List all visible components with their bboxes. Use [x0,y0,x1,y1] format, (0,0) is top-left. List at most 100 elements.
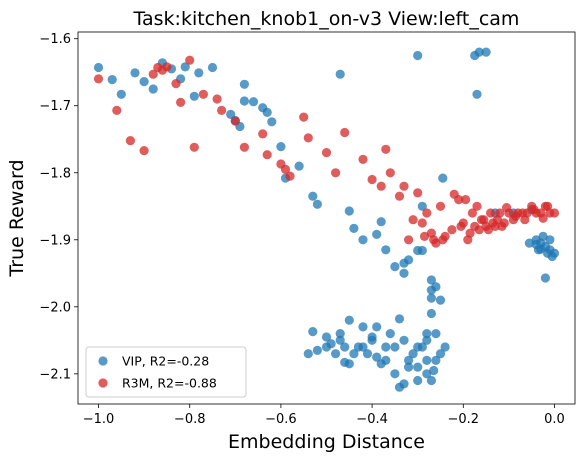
data-point [349,349,359,359]
data-point [461,195,471,205]
data-point [321,332,332,342]
data-point [372,229,382,239]
legend-label: R3M, R2=-0.88 [122,376,217,391]
x-tick-label: −0.4 [356,412,388,427]
data-point [372,322,382,332]
x-tick-label: −0.2 [447,412,479,427]
data-point [470,221,480,231]
data-point [413,50,423,61]
data-point [312,199,322,209]
data-point [426,308,436,319]
y-axis-ticks: −1.6 −1.7 −1.8 −1.9 −2.0 −2.1 [39,32,78,382]
data-point [431,282,441,292]
data-point [426,275,436,285]
data-point [331,168,341,178]
data-point [326,339,336,349]
data-point [185,55,195,65]
data-point [404,255,414,265]
data-point [543,201,553,211]
data-point [435,201,446,211]
data-point [381,355,391,365]
data-point [299,112,309,122]
data-point [413,362,423,372]
data-point [267,117,277,127]
data-point [472,89,482,99]
data-point [483,225,493,235]
data-point [340,342,350,352]
data-point [367,174,377,185]
data-point [538,231,548,241]
data-point [344,315,354,325]
data-point [404,235,414,245]
data-point [335,329,345,339]
data-point [93,74,104,84]
data-point [321,148,332,158]
data-point [481,47,491,57]
y-tick-label: −1.7 [39,99,71,114]
data-point [431,329,441,339]
data-point [399,379,409,389]
data-point [390,369,400,379]
data-point [139,77,149,87]
data-point [107,75,117,85]
data-point [429,365,439,376]
data-point [331,349,341,359]
data-point [422,335,432,345]
points-layer [93,47,560,392]
data-point [426,293,436,303]
data-point [381,144,391,154]
data-point [340,127,350,138]
data-point [344,206,354,216]
data-point [422,369,432,379]
data-point [308,191,318,201]
plot-frame [77,31,576,405]
data-point [440,342,450,352]
x-tick-label: 0.0 [544,412,565,427]
data-point [198,89,208,99]
data-point [367,332,377,342]
y-tick-label: −1.6 [39,32,71,47]
data-point [372,352,382,362]
data-point [280,164,291,174]
data-point [538,213,548,223]
legend: VIP, R2=-0.28 R3M, R2=-0.88 [85,346,247,398]
legend-marker [98,378,108,388]
data-point [431,355,441,365]
x-axis-ticks: −1.0 −0.8 −0.6 −0.4 −0.2 0.0 [83,404,565,427]
data-point [502,203,512,213]
data-point [547,251,557,262]
data-point [362,349,373,359]
data-point [426,375,436,386]
data-point [497,221,507,231]
x-tick-label: −1.0 [83,412,115,427]
data-point [435,349,446,359]
data-point [358,342,368,352]
data-point [472,201,482,211]
data-point [399,181,409,191]
data-point [422,329,432,339]
data-point [413,342,423,352]
data-point [162,62,172,72]
data-point [429,235,439,245]
data-point [438,173,448,183]
data-point [381,245,391,255]
data-point [524,238,535,248]
y-axis-label: True Reward [6,159,28,277]
data-point [239,142,249,152]
data-point [303,349,313,359]
data-point [479,215,489,225]
y-tick-label: −1.9 [39,233,71,248]
data-point [486,208,496,218]
data-point [180,62,190,72]
data-point [125,136,135,146]
data-point [390,342,400,352]
data-point [465,228,475,238]
data-point [385,329,395,339]
data-point [488,218,498,228]
data-point [399,268,409,278]
data-point [390,262,400,272]
data-point [454,195,464,205]
x-tick-label: −0.8 [174,412,206,427]
legend-box [85,346,247,398]
data-point [376,217,386,227]
